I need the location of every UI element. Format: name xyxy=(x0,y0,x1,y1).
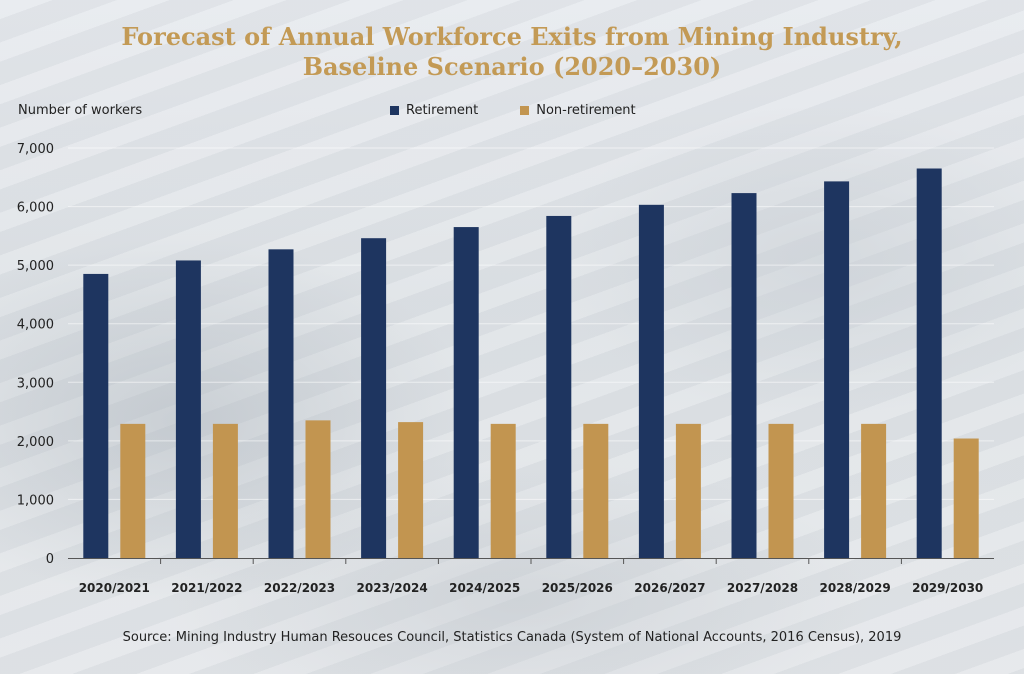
y-tick-label: 1,000 xyxy=(17,493,54,508)
bar-retirement xyxy=(453,227,479,559)
x-tick-label: 2028/2029 xyxy=(820,581,891,595)
source-note: Source: Mining Industry Human Resouces C… xyxy=(122,630,902,645)
y-tick-label: 4,000 xyxy=(17,318,54,333)
chart-title-line-2: Baseline Scenario (2020–2030) xyxy=(302,52,722,81)
x-tick-label: 2026/2027 xyxy=(634,581,705,595)
bar-non-retirement xyxy=(953,438,979,558)
bar-non-retirement xyxy=(398,422,424,558)
y-tick-label: 0 xyxy=(46,552,54,567)
legend: Retirement Non-retirement xyxy=(390,103,636,118)
y-tick-label: 5,000 xyxy=(17,259,54,274)
legend-item-non-retirement: Non-retirement xyxy=(520,103,636,118)
x-tick-label: 2022/2023 xyxy=(264,581,335,595)
x-tick-label: 2029/2030 xyxy=(912,581,983,595)
legend-label-non-retirement: Non-retirement xyxy=(536,103,636,118)
bar-retirement xyxy=(175,260,201,558)
chart-title: Forecast of Annual Workforce Exits from … xyxy=(0,22,1024,82)
y-axis-label: Number of workers xyxy=(18,103,143,118)
y-tick-label: 2,000 xyxy=(17,435,54,450)
bar-retirement xyxy=(83,273,109,558)
y-tick-label: 6,000 xyxy=(17,201,54,216)
bar-non-retirement xyxy=(490,423,516,558)
legend-label-retirement: Retirement xyxy=(406,103,479,118)
bar-retirement xyxy=(916,168,942,558)
bar-non-retirement xyxy=(583,423,609,558)
bar-retirement xyxy=(361,238,387,558)
legend-item-retirement: Retirement xyxy=(390,103,478,118)
x-tick-label: 2027/2028 xyxy=(727,581,798,595)
bar-non-retirement xyxy=(675,423,701,558)
legend-swatch-retirement xyxy=(390,106,399,115)
x-tick-label: 2024/2025 xyxy=(449,581,520,595)
bar-non-retirement xyxy=(768,423,794,558)
y-tick-label: 7,000 xyxy=(17,142,54,157)
bar-non-retirement xyxy=(212,423,238,558)
x-tick-label: 2021/2022 xyxy=(171,581,242,595)
x-tick-label: 2020/2021 xyxy=(79,581,150,595)
bar-retirement xyxy=(268,249,294,559)
bar-retirement xyxy=(638,204,664,559)
x-tick-label: 2023/2024 xyxy=(357,581,428,595)
bar-retirement xyxy=(731,193,757,558)
x-tick-label: 2025/2026 xyxy=(542,581,613,595)
legend-swatch-non-retirement xyxy=(520,106,530,115)
bar-retirement xyxy=(546,215,572,558)
bar-retirement xyxy=(824,181,850,558)
bar-non-retirement xyxy=(305,420,331,558)
bar-non-retirement xyxy=(120,423,146,558)
chart-title-line-1: Forecast of Annual Workforce Exits from … xyxy=(121,22,903,51)
bar-non-retirement xyxy=(861,423,887,558)
y-tick-label: 3,000 xyxy=(17,376,54,391)
